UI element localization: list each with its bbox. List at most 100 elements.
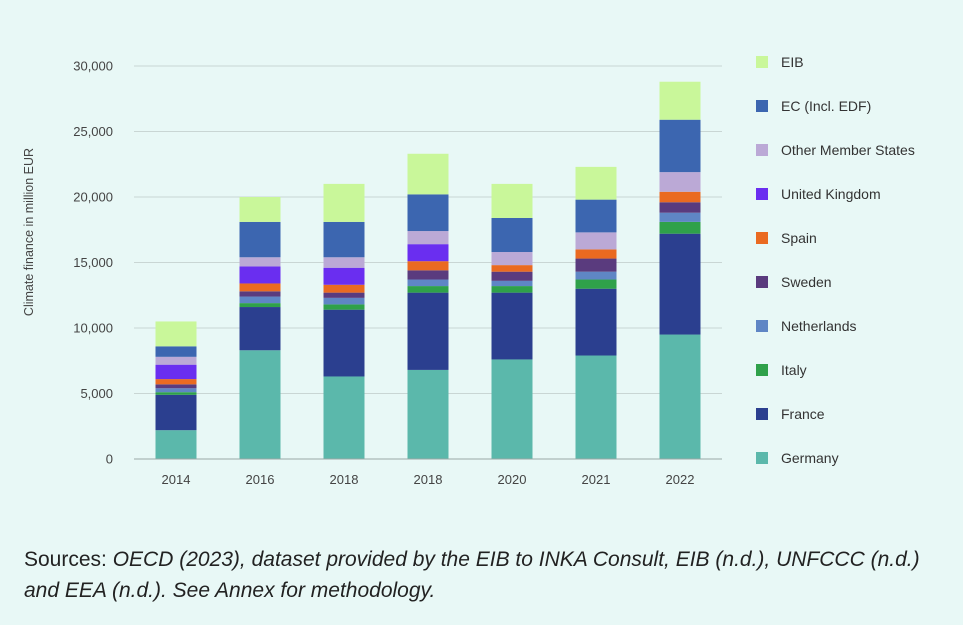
bar-segment [239, 350, 281, 459]
legend-swatch [756, 452, 768, 464]
bar-segment [491, 183, 533, 218]
legend-swatch [756, 100, 768, 112]
bar-segment [407, 244, 449, 262]
legend-label: Sweden [781, 274, 832, 290]
bar-segment [323, 284, 365, 293]
bar-segment [407, 270, 449, 280]
bar-segment [491, 280, 533, 287]
x-tick-label: 2018 [330, 472, 359, 487]
x-tick-label: 2014 [162, 472, 191, 487]
bar-segment [407, 292, 449, 370]
bar-segment [155, 364, 197, 380]
axes: 0 5,000 10,000 15,000 20,000 25,000 30,000 2014… [73, 59, 722, 487]
source-label: Sources: [24, 548, 113, 571]
bar-segment [407, 286, 449, 293]
legend-swatch [756, 144, 768, 156]
legend-swatch [756, 276, 768, 288]
bar-segment [239, 221, 281, 258]
source-text: OECD (2023), dataset provided by the EIB… [24, 548, 920, 602]
bar-segment [239, 197, 281, 222]
bars [155, 81, 701, 459]
legend-label: Italy [781, 362, 807, 378]
bar-segment [407, 279, 449, 287]
bar-segment [323, 292, 365, 298]
bar-segment [155, 379, 197, 385]
bar-segment [491, 217, 533, 253]
bar-segment [323, 297, 365, 305]
legend-label: Netherlands [781, 318, 857, 334]
bar-segment [239, 283, 281, 292]
legend-swatch [756, 320, 768, 332]
bar-segment [575, 249, 617, 259]
y-tick-label: 5,000 [80, 386, 113, 401]
bar-segment [491, 359, 533, 459]
y-tick-label: 0 [106, 452, 113, 467]
x-tick-label: 2018 [414, 472, 443, 487]
legend-label: United Kingdom [781, 186, 881, 202]
legend-swatch [756, 188, 768, 200]
legend-label: Germany [781, 450, 839, 466]
source-note: Sources: OECD (2023), dataset provided b… [24, 544, 939, 606]
bar-segment [239, 266, 281, 284]
legend-label: Other Member States [781, 142, 915, 158]
stacked-bar-chart: 0 5,000 10,000 15,000 20,000 25,000 30,000 2014… [22, 54, 915, 487]
bar-segment [491, 265, 533, 272]
bar-segment [155, 430, 197, 459]
y-tick-label: 15,000 [73, 255, 113, 270]
y-tick-label: 25,000 [73, 124, 113, 139]
bar-segment [491, 292, 533, 360]
bar-segment [575, 271, 617, 280]
x-tick-label: 2021 [582, 472, 611, 487]
bar-segment [659, 81, 701, 120]
bar-segment [323, 267, 365, 285]
legend-swatch [756, 408, 768, 420]
bar-segment [659, 191, 701, 203]
bar-segment [239, 296, 281, 304]
bar-segment [659, 172, 701, 192]
y-tick-label: 20,000 [73, 190, 113, 205]
legend-label: Spain [781, 230, 817, 246]
y-tick-label: 30,000 [73, 59, 113, 74]
x-tick-label: 2016 [246, 472, 275, 487]
bar-segment [659, 202, 701, 213]
bar-segment [323, 221, 365, 258]
bar-segment [155, 356, 197, 365]
bar-segment [407, 369, 449, 459]
bar-segment [323, 257, 365, 268]
x-tick-label: 2022 [666, 472, 695, 487]
bar-segment [407, 231, 449, 245]
bar-segment [491, 286, 533, 293]
bar-segment [239, 307, 281, 351]
bar-segment [323, 309, 365, 377]
bar-segment [575, 279, 617, 289]
bar-segment [239, 291, 281, 297]
bar-segment [659, 212, 701, 222]
bar-segment [155, 394, 197, 431]
bar-segment [575, 199, 617, 233]
bar-segment [575, 355, 617, 459]
bar-segment [575, 166, 617, 200]
bar-segment [323, 304, 365, 310]
y-axis-label: Climate finance in million EUR [22, 148, 36, 316]
legend-swatch [756, 364, 768, 376]
bar-segment [155, 384, 197, 389]
legend: EIB EC (Incl. EDF) Other Member States Unit… [756, 54, 915, 466]
legend-label: France [781, 406, 825, 422]
bar-segment [575, 288, 617, 356]
bar-segment [323, 376, 365, 459]
bar-segment [155, 392, 197, 395]
bar-segment [323, 183, 365, 222]
bar-segment [407, 194, 449, 232]
legend-swatch [756, 232, 768, 244]
bar-segment [239, 303, 281, 308]
bar-segment [659, 233, 701, 335]
y-tick-label: 10,000 [73, 321, 113, 336]
x-tick-label: 2020 [498, 472, 527, 487]
bar-segment [155, 321, 197, 347]
bar-segment [407, 153, 449, 195]
bar-segment [575, 258, 617, 272]
legend-swatch [756, 56, 768, 68]
bar-segment [491, 271, 533, 281]
legend-label: EIB [781, 54, 804, 70]
bar-segment [659, 221, 701, 234]
